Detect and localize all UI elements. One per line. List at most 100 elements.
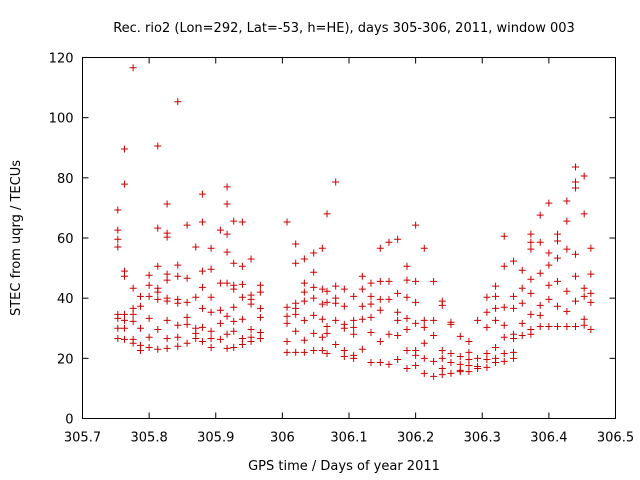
data-point-marker: [394, 289, 402, 297]
data-point-marker: [456, 368, 464, 376]
data-point-marker: [247, 337, 255, 345]
data-point-marker: [192, 293, 200, 301]
data-point-marker: [198, 304, 206, 312]
data-point-marker: [318, 285, 326, 293]
data-point-marker: [163, 270, 171, 278]
data-point-marker: [385, 360, 393, 368]
data-point-marker: [587, 289, 595, 297]
data-point-marker: [438, 347, 446, 355]
axis-ticks: 305.7 305.8 305.9 306 306.1 306.2 306.3 306.4 30…: [49, 52, 634, 446]
data-point-marker: [536, 301, 544, 309]
data-point-marker: [198, 190, 206, 198]
data-point-marker: [456, 353, 464, 361]
data-point-marker: [563, 287, 571, 295]
data-point-marker: [376, 359, 384, 367]
data-point-marker: [223, 312, 231, 320]
data-point-marker: [510, 304, 518, 312]
data-point-marker: [238, 334, 246, 342]
data-point-marker: [367, 359, 375, 367]
data-point-marker: [332, 340, 340, 348]
data-point-marker: [310, 294, 318, 302]
data-point-marker: [318, 333, 326, 341]
data-point-marker: [174, 261, 182, 269]
data-point-marker: [183, 221, 191, 229]
data-point-marker: [465, 368, 473, 376]
data-point-marker: [256, 288, 264, 296]
data-point-marker: [587, 270, 595, 278]
data-point-marker: [183, 274, 191, 282]
y-tick-label: 40: [57, 292, 74, 307]
data-point-marker: [518, 266, 526, 274]
data-point-marker: [292, 240, 300, 248]
data-point-marker: [456, 360, 464, 368]
data-point-marker: [323, 210, 331, 218]
data-point-marker: [587, 325, 595, 333]
data-point-marker: [154, 262, 162, 270]
data-point-marker: [154, 288, 162, 296]
data-point-marker: [238, 340, 246, 348]
data-point-marker: [256, 281, 264, 289]
data-point-marker: [420, 354, 428, 362]
data-point-marker: [580, 172, 588, 180]
data-point-marker: [580, 315, 588, 323]
data-point-marker: [145, 281, 153, 289]
data-point-marker: [163, 276, 171, 284]
data-point-marker: [447, 369, 455, 377]
data-point-marker: [394, 331, 402, 339]
data-point-marker: [358, 272, 366, 280]
data-point-marker: [483, 293, 491, 301]
data-point-marker: [145, 271, 153, 279]
data-point-marker: [412, 277, 420, 285]
data-point-marker: [256, 328, 264, 336]
data-point-marker: [430, 316, 438, 324]
data-point-marker: [163, 316, 171, 324]
data-point-marker: [120, 180, 128, 188]
data-point-marker: [340, 285, 348, 293]
data-point-marker: [518, 284, 526, 292]
y-tick-label: 60: [57, 232, 74, 247]
data-point-marker: [492, 304, 500, 312]
data-point-marker: [438, 365, 446, 373]
data-point-marker: [483, 308, 491, 316]
data-point-marker: [536, 269, 544, 277]
data-point-marker: [536, 211, 544, 219]
data-point-marker: [572, 272, 580, 280]
data-point-marker: [230, 303, 238, 311]
data-point-marker: [554, 254, 562, 262]
data-point-marker: [430, 331, 438, 339]
data-point-marker: [163, 233, 171, 241]
x-tick-label: 306.1: [330, 431, 367, 446]
data-point-marker: [154, 345, 162, 353]
data-point-marker: [430, 357, 438, 365]
data-point-marker: [545, 261, 553, 269]
data-point-marker: [198, 323, 206, 331]
y-tick-label: 0: [65, 413, 73, 428]
data-point-marker: [367, 300, 375, 308]
data-point-marker: [129, 317, 137, 325]
data-point-marker: [238, 293, 246, 301]
data-point-marker: [340, 347, 348, 355]
data-point-marker: [163, 297, 171, 305]
data-point-marker: [114, 226, 122, 234]
data-point-marker: [536, 311, 544, 319]
data-point-marker: [447, 320, 455, 328]
data-point-marker: [318, 347, 326, 355]
data-point-marker: [145, 333, 153, 341]
data-point-marker: [465, 356, 473, 364]
data-point-marker: [358, 285, 366, 293]
data-point-marker: [412, 298, 420, 306]
data-point-marker: [174, 98, 182, 106]
data-point-marker: [438, 371, 446, 379]
data-point-marker: [332, 282, 340, 290]
data-point-marker: [510, 354, 518, 362]
data-point-marker: [300, 279, 308, 287]
data-point-marker: [318, 244, 326, 252]
data-point-marker: [174, 342, 182, 350]
data-point-marker: [510, 292, 518, 300]
y-tick-label: 100: [49, 112, 74, 127]
data-point-marker: [563, 217, 571, 225]
data-point-marker: [114, 235, 122, 243]
data-point-marker: [174, 321, 182, 329]
data-point-marker: [223, 183, 231, 191]
data-point-marker: [492, 282, 500, 290]
